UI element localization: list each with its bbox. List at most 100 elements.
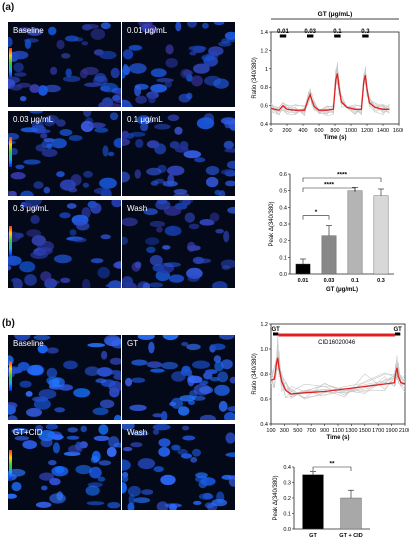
cell-blob	[100, 188, 112, 196]
cell-blob	[225, 432, 235, 444]
cell-texture	[8, 200, 121, 288]
cell-blob	[10, 50, 29, 60]
cell-blob	[109, 370, 121, 375]
cell-blob	[147, 24, 157, 35]
y-tick-label: 1.0	[260, 347, 268, 353]
significance-bracket	[302, 187, 356, 192]
cell-blob	[135, 95, 147, 104]
cell-blob	[46, 143, 53, 149]
cell-blob	[148, 94, 156, 104]
cell-texture	[122, 113, 235, 196]
cell-blob	[156, 501, 169, 510]
micrograph-a-wash: Wash	[122, 200, 235, 288]
cell-blob	[193, 500, 202, 505]
cell-blob	[101, 350, 108, 360]
micrograph-label: 0.1 μg/mL	[127, 115, 163, 124]
significance-label: ****	[324, 182, 335, 189]
cell-blob	[98, 460, 112, 466]
y-tick-label: 0.0	[283, 527, 291, 533]
y-tick-label: 0.6	[260, 397, 268, 403]
cell-blob	[88, 122, 106, 128]
cell-blob	[131, 431, 149, 436]
cell-blob	[40, 133, 48, 139]
cell-blob	[97, 266, 110, 279]
cell-blob	[193, 383, 211, 396]
cell-blob	[129, 63, 147, 74]
cell-blob	[54, 254, 72, 264]
micrograph-b-wash: Wash	[122, 424, 235, 510]
cell-blob	[14, 436, 30, 441]
cell-blob	[33, 398, 51, 410]
cell-blob	[96, 367, 113, 377]
annotation-label: CID16020046	[318, 340, 356, 346]
cell-blob	[20, 190, 34, 196]
cell-blob	[122, 171, 130, 183]
cell-blob	[179, 395, 196, 402]
cell-blob	[46, 367, 58, 379]
annotation-label: 0.01	[277, 29, 289, 35]
cell-blob	[171, 444, 181, 451]
cell-blob	[33, 335, 51, 341]
significance-label: *	[315, 209, 318, 216]
cell-blob	[122, 482, 127, 494]
cell-blob	[187, 22, 197, 28]
cell-blob	[126, 133, 134, 139]
cell-blob	[150, 180, 159, 186]
cell-blob	[181, 341, 189, 347]
cell-blob	[142, 282, 150, 288]
cell-blob	[90, 456, 99, 464]
cell-blob	[39, 472, 55, 481]
micrograph-label: Baseline	[13, 339, 44, 348]
cell-blob	[29, 111, 44, 114]
cell-blob	[8, 190, 17, 196]
cell-blob	[40, 437, 53, 448]
panel-b-letter: (b)	[2, 318, 15, 329]
cell-blob	[14, 335, 31, 341]
cell-blob	[38, 389, 57, 399]
y-tick-label: 1.2	[260, 48, 268, 54]
cell-blob	[123, 446, 133, 452]
cell-blob	[87, 343, 106, 348]
x-axis-label: Time (s)	[324, 135, 347, 141]
cell-blob	[152, 429, 160, 435]
cell-blob	[80, 425, 87, 433]
x-tick-label: 0	[269, 128, 272, 134]
cell-blob	[94, 72, 107, 83]
cell-blob	[130, 442, 143, 448]
cell-blob	[68, 135, 83, 141]
cell-blob	[31, 205, 40, 211]
y-axis-label: Ratio (340/380)	[252, 353, 258, 394]
cell-blob	[46, 347, 59, 354]
micrograph-a-003: 0.03 μg/mL	[8, 111, 121, 196]
cell-blob	[188, 223, 200, 230]
cell-blob	[122, 138, 131, 146]
significance-bracket	[302, 215, 330, 220]
y-tick-label: 0.3	[283, 481, 291, 487]
cell-blob	[45, 424, 58, 430]
cell-blob	[134, 261, 142, 269]
cell-blob	[122, 217, 138, 227]
cell-blob	[66, 435, 80, 440]
y-tick-label: 0.4	[260, 122, 268, 128]
color-scale-bar	[9, 226, 12, 256]
cell-blob	[134, 83, 149, 90]
micrograph-label: GT	[127, 339, 139, 348]
cell-blob	[227, 206, 235, 214]
cell-blob	[220, 117, 235, 125]
cell-blob	[229, 376, 235, 384]
cell-blob	[90, 28, 106, 40]
cell-blob	[26, 229, 41, 237]
cell-blob	[162, 335, 179, 341]
cell-blob	[181, 365, 191, 373]
cell-blob	[114, 414, 121, 420]
cell-blob	[225, 452, 235, 457]
cell-blob	[200, 477, 216, 486]
x-tick-label: 800	[330, 128, 339, 134]
cell-blob	[122, 49, 134, 60]
cell-blob	[211, 498, 228, 507]
cell-blob	[154, 143, 167, 155]
cell-blob	[75, 464, 92, 475]
cell-blob	[160, 474, 176, 486]
